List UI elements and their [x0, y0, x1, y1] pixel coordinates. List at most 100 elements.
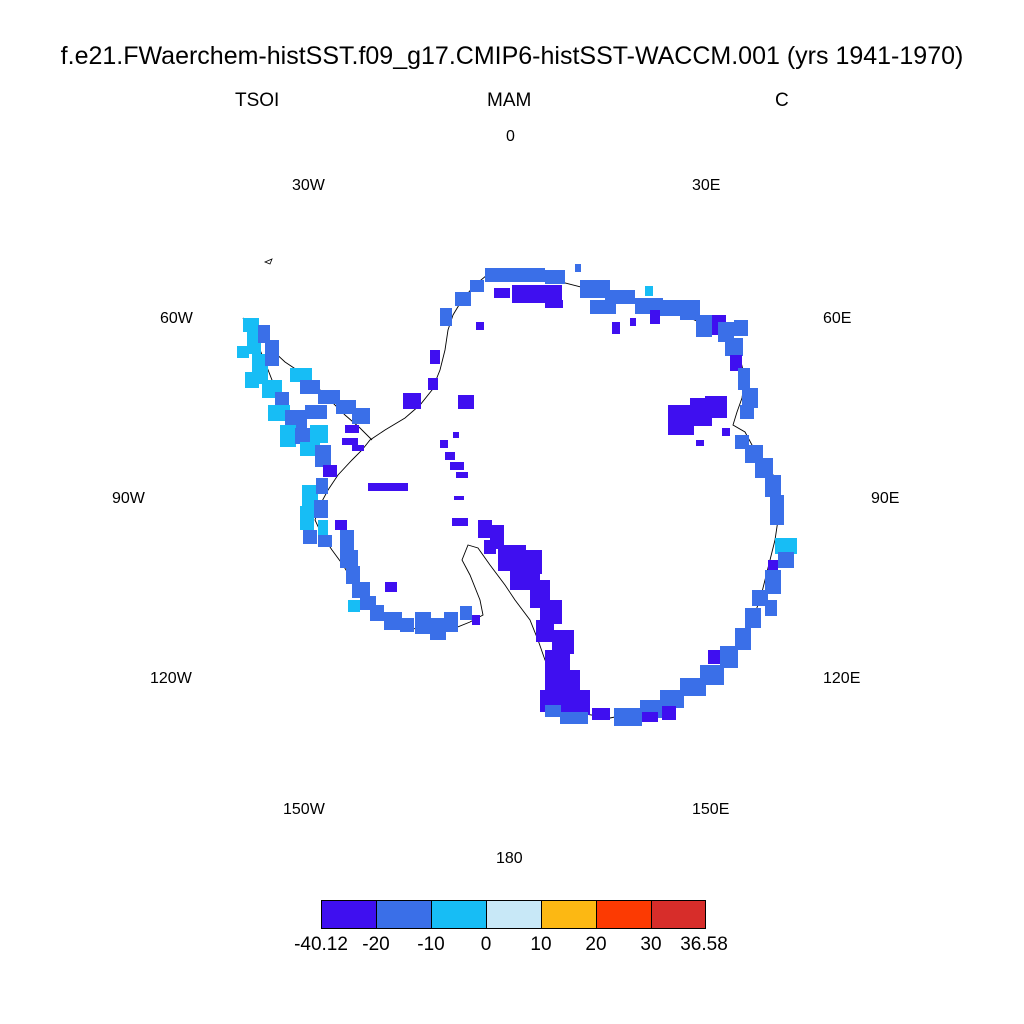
- data-cell: [738, 368, 750, 390]
- data-cell: [522, 550, 542, 574]
- data-cell: [335, 520, 347, 530]
- colorbar-swatch: [596, 900, 652, 929]
- data-cell: [303, 530, 317, 544]
- lon-label-150e: 150E: [692, 801, 730, 818]
- data-cell: [592, 708, 610, 720]
- region-transantarctic: [478, 520, 610, 724]
- data-cell: [668, 405, 694, 435]
- data-cell: [765, 475, 781, 497]
- data-cell: [640, 712, 658, 722]
- data-cell: [318, 520, 328, 536]
- data-cell: [745, 608, 761, 628]
- data-cell: [456, 472, 468, 478]
- data-cell: [575, 264, 581, 272]
- data-cell: [512, 285, 562, 303]
- colorbar-label: -20: [362, 934, 390, 955]
- data-cell: [310, 425, 328, 443]
- data-cell: [340, 530, 354, 550]
- data-cell: [245, 372, 259, 388]
- units-label: C: [775, 90, 789, 111]
- data-cell: [645, 286, 653, 296]
- data-cell: [545, 300, 563, 308]
- data-cell: [323, 465, 337, 477]
- data-cell: [345, 425, 359, 433]
- data-cell: [552, 630, 574, 654]
- data-cell: [445, 452, 455, 460]
- data-cell: [450, 462, 464, 470]
- region-ellsworth-coast: [300, 478, 480, 640]
- data-cell: [755, 458, 773, 478]
- data-cell: [630, 318, 636, 326]
- colorbar-swatch: [486, 900, 542, 929]
- data-cell: [540, 600, 562, 624]
- data-cell: [752, 590, 768, 606]
- data-cell: [455, 292, 471, 306]
- data-cell: [770, 495, 784, 525]
- data-cell: [515, 268, 545, 282]
- data-cell: [452, 518, 468, 526]
- data-cell: [454, 496, 464, 500]
- data-cell: [385, 582, 397, 592]
- data-cell: [484, 540, 496, 554]
- data-cell: [352, 445, 364, 451]
- data-cell: [400, 618, 414, 632]
- lon-label-120e: 120E: [823, 670, 861, 687]
- data-cell: [734, 320, 748, 336]
- data-cell: [485, 268, 515, 282]
- colorbar-swatch: [651, 900, 706, 929]
- colorbar-label: 36.58: [680, 934, 728, 955]
- data-cell: [440, 440, 448, 448]
- data-cell: [342, 438, 358, 445]
- colorbar-label: 0: [480, 934, 492, 955]
- data-cell: [340, 550, 358, 568]
- data-cell: [660, 690, 684, 708]
- data-cell: [352, 408, 370, 424]
- data-cell: [545, 270, 565, 284]
- region-interior-scatter: [368, 322, 484, 526]
- data-cell: [696, 315, 712, 337]
- data-cell: [498, 545, 526, 571]
- data-cell: [368, 483, 408, 491]
- colorbar-label: 30: [640, 934, 662, 955]
- region-dronning-maud-land: [440, 264, 758, 419]
- data-cell: [315, 445, 331, 467]
- variable-label: TSOI: [235, 90, 280, 111]
- colorbar-label: 10: [530, 934, 552, 955]
- lon-label-60e: 60E: [823, 310, 852, 327]
- region-peninsula: [237, 318, 370, 477]
- lon-label-30w: 30W: [292, 177, 325, 194]
- data-cell: [305, 405, 327, 419]
- data-cell: [290, 368, 312, 382]
- data-cell: [476, 322, 484, 330]
- data-cell: [336, 400, 356, 414]
- region-wilkes-land: [614, 445, 797, 726]
- data-cell: [428, 378, 438, 390]
- data-cell: [705, 396, 727, 418]
- data-cell: [660, 300, 684, 316]
- data-cell: [478, 520, 492, 538]
- data-cell: [458, 395, 474, 409]
- data-cell: [247, 332, 261, 354]
- data-cell: [680, 678, 706, 696]
- data-cell: [370, 605, 384, 621]
- data-cell: [430, 350, 440, 364]
- data-cell: [560, 712, 588, 724]
- data-cell: [735, 628, 751, 650]
- lon-label-30e: 30E: [692, 177, 721, 194]
- data-cell: [300, 380, 320, 394]
- data-cell: [314, 500, 328, 518]
- lon-label-120w: 120W: [150, 670, 192, 687]
- colorbar-swatch: [431, 900, 487, 929]
- data-cell: [545, 705, 561, 717]
- data-cell: [300, 506, 314, 530]
- season-label: MAM: [487, 90, 532, 111]
- data-cell: [318, 535, 332, 547]
- data-cell: [560, 705, 590, 715]
- lon-label-90e: 90E: [871, 490, 900, 507]
- data-cell: [650, 310, 660, 324]
- data-cell: [612, 322, 620, 334]
- data-cell: [268, 405, 290, 421]
- data-cell: [718, 322, 734, 342]
- data-cell: [444, 612, 458, 632]
